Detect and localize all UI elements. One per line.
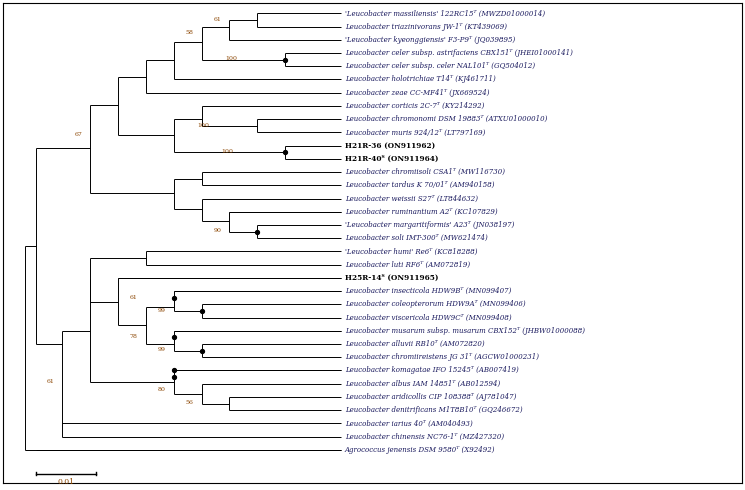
Text: Leucobacter ruminantium A2ᵀ (KC107829): Leucobacter ruminantium A2ᵀ (KC107829) (345, 208, 498, 216)
Text: Leucobacter iarius 40ᵀ (AM040493): Leucobacter iarius 40ᵀ (AM040493) (345, 419, 472, 427)
Text: Leucobacter weissii S27ᵀ (LT844632): Leucobacter weissii S27ᵀ (LT844632) (345, 195, 478, 202)
Text: Leucobacter coleopterorum HDW9Aᵀ (MN099406): Leucobacter coleopterorum HDW9Aᵀ (MN0994… (345, 300, 525, 308)
Text: Leucobacter triazinivorans JW-1ᵀ (KT439069): Leucobacter triazinivorans JW-1ᵀ (KT4390… (345, 23, 507, 30)
Text: 61: 61 (46, 379, 54, 384)
Text: 99: 99 (158, 308, 166, 313)
Text: 78: 78 (130, 334, 138, 339)
Text: 61: 61 (130, 294, 138, 299)
Text: 100: 100 (226, 56, 238, 61)
Text: Leucobacter holotrichiae T14ᵀ (KJ461711): Leucobacter holotrichiae T14ᵀ (KJ461711) (345, 75, 495, 83)
Text: 100: 100 (197, 122, 209, 127)
Text: 'Leucobacter humi' Re6ᵀ (KC818288): 'Leucobacter humi' Re6ᵀ (KC818288) (345, 247, 477, 255)
Text: Leucobacter zeae CC-MF41ᵀ (JX669524): Leucobacter zeae CC-MF41ᵀ (JX669524) (345, 89, 489, 97)
Text: Leucobacter muris 924/12ᵀ (LT797169): Leucobacter muris 924/12ᵀ (LT797169) (345, 128, 485, 136)
Text: Leucobacter corticis 2C-7ᵀ (KY214292): Leucobacter corticis 2C-7ᵀ (KY214292) (345, 102, 484, 110)
Text: 'Leucobacter margaritiformis' A23ᵀ (JN038197): 'Leucobacter margaritiformis' A23ᵀ (JN03… (345, 221, 514, 229)
Text: Leucobacter denitrificans M1T8B10ᵀ (GQ246672): Leucobacter denitrificans M1T8B10ᵀ (GQ24… (345, 406, 522, 414)
Text: H25R-14ᵀ (ON911965): H25R-14ᵀ (ON911965) (345, 274, 438, 282)
Text: 'Leucobacter massiliensis' 122RC15ᵀ (MWZD01000014): 'Leucobacter massiliensis' 122RC15ᵀ (MWZ… (345, 9, 545, 17)
Text: Leucobacter chinensis NC76-1ᵀ (MZ427320): Leucobacter chinensis NC76-1ᵀ (MZ427320) (345, 433, 504, 441)
Text: 100: 100 (221, 149, 233, 154)
Text: H21R-40ᵀ (ON911964): H21R-40ᵀ (ON911964) (345, 155, 438, 163)
Text: Leucobacter insecticola HDW9Bᵀ (MN099407): Leucobacter insecticola HDW9Bᵀ (MN099407… (345, 287, 511, 295)
Text: Leucobacter luti RF6ᵀ (AM072819): Leucobacter luti RF6ᵀ (AM072819) (345, 261, 470, 269)
Text: H21R-36 (ON911962): H21R-36 (ON911962) (345, 142, 435, 149)
Text: Leucobacter tardus K 70/01ᵀ (AM940158): Leucobacter tardus K 70/01ᵀ (AM940158) (345, 181, 494, 189)
Text: 'Leucobacter kyeonggiensis' F3-P9ᵀ (JQ039895): 'Leucobacter kyeonggiensis' F3-P9ᵀ (JQ03… (345, 36, 515, 44)
Text: 58: 58 (186, 30, 194, 35)
Text: Leucobacter chromonomi DSM 19883ᵀ (ATXU01000010): Leucobacter chromonomi DSM 19883ᵀ (ATXU0… (345, 115, 547, 123)
Text: Leucobacter musarum subsp. musarum CBX152ᵀ (JHBW01000088): Leucobacter musarum subsp. musarum CBX15… (345, 327, 585, 335)
Text: Leucobacter komagatae IFO 15245ᵀ (AB007419): Leucobacter komagatae IFO 15245ᵀ (AB0074… (345, 367, 519, 374)
Text: Leucobacter chromiireistens JG 31ᵀ (AGCW01000231): Leucobacter chromiireistens JG 31ᵀ (AGCW… (345, 353, 539, 361)
Text: 61: 61 (214, 17, 221, 22)
Text: Leucobacter celer subsp. celer NAL101ᵀ (GQ504012): Leucobacter celer subsp. celer NAL101ᵀ (… (345, 62, 535, 70)
Text: 56: 56 (186, 400, 194, 405)
Text: 0.01: 0.01 (57, 478, 74, 486)
Text: Leucobacter soli IMT-300ᵀ (MW621474): Leucobacter soli IMT-300ᵀ (MW621474) (345, 234, 487, 242)
Text: 80: 80 (158, 387, 166, 392)
Text: 99: 99 (158, 347, 166, 352)
Text: Leucobacter celer subsp. astrifaciens CBX151ᵀ (JHEI01000141): Leucobacter celer subsp. astrifaciens CB… (345, 49, 573, 57)
Text: Leucobacter alluvii RB10ᵀ (AM072820): Leucobacter alluvii RB10ᵀ (AM072820) (345, 340, 484, 348)
Text: 67: 67 (74, 132, 82, 137)
Text: 90: 90 (214, 228, 221, 233)
Text: Leucobacter chromiisoli CSA1ᵀ (MW116730): Leucobacter chromiisoli CSA1ᵀ (MW116730) (345, 168, 504, 176)
Text: Leucobacter aridicollis CIP 108388ᵀ (AJ781047): Leucobacter aridicollis CIP 108388ᵀ (AJ7… (345, 393, 516, 401)
Text: Leucobacter albus IAM 14851ᵀ (AB012594): Leucobacter albus IAM 14851ᵀ (AB012594) (345, 380, 500, 388)
Text: Leucobacter viscericola HDW9Cᵀ (MN099408): Leucobacter viscericola HDW9Cᵀ (MN099408… (345, 314, 511, 321)
Text: Agrococcus jenensis DSM 9580ᵀ (X92492): Agrococcus jenensis DSM 9580ᵀ (X92492) (345, 446, 495, 454)
